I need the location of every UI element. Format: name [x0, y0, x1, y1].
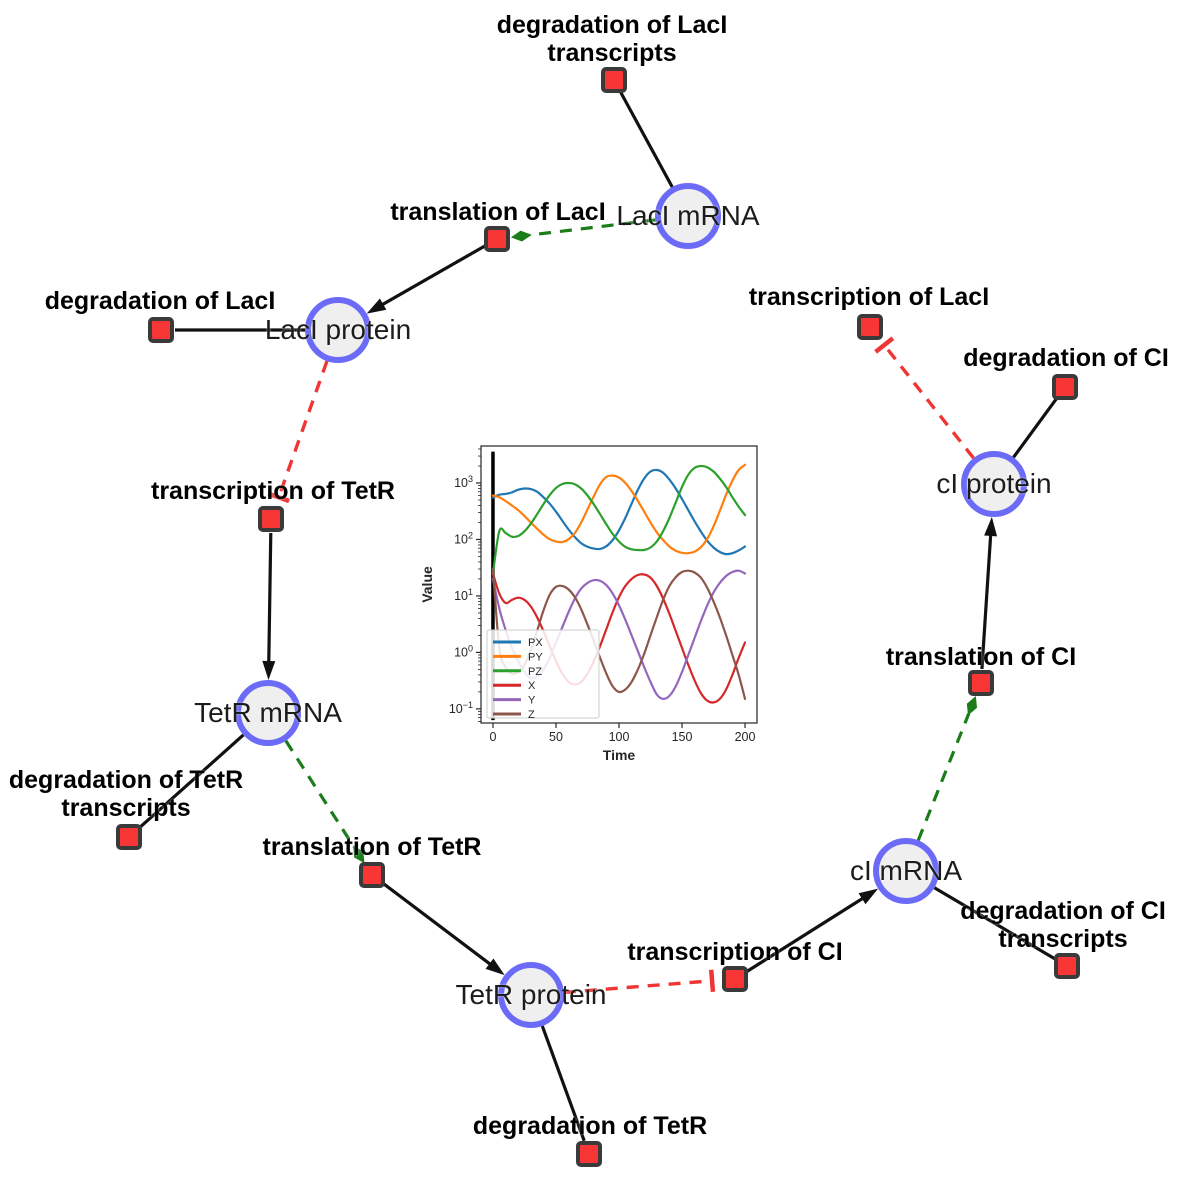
species-label-ci-mrna: cI mRNA [850, 855, 962, 886]
reaction-label-transcription-of-laci: transcription of LacI [749, 283, 989, 311]
reaction-label-line: transcription of CI [627, 937, 843, 966]
reaction-label-degradation-of-ci-transcripts: degradation of CI transcripts [960, 897, 1166, 954]
reaction-label-degradation-of-laci: degradation of LacI [45, 287, 276, 315]
inset-chart: 0 50 100 150 200 103 102 101 100 10−1 Time Value PX P… [419, 445, 758, 763]
species-node-ci-mrna[interactable] [873, 838, 939, 904]
chart-legend-label-X: X [528, 680, 536, 692]
chart-legend-label-Y: Y [528, 695, 536, 707]
reaction-label-line: transcripts [547, 39, 677, 67]
reaction-node-degradation-of-laci[interactable] [148, 317, 174, 343]
reaction-label-degradation-of-ci: degradation of CI [963, 344, 1169, 372]
edge-transcription-of-ci-to-ci-mrna [745, 888, 879, 973]
chart-x-tick-label: 200 [735, 730, 756, 744]
reaction-label-line: degradation of CI [960, 896, 1166, 925]
edge-ci-mrna-to-degradation-of-ci-transcripts [933, 886, 1056, 961]
chart-y-tick-label: 102 [454, 530, 473, 546]
edge-tetr-protein-to-degradation-of-tetr [540, 1025, 586, 1142]
chart-legend-label-PZ: PZ [528, 666, 542, 678]
reaction-label-line: transcripts [998, 925, 1128, 953]
reaction-label-line: degradation of LacI [44, 286, 276, 315]
edge-tetr-mrna-to-translation-of-tetr [284, 739, 365, 864]
chart-legend-label-PX: PX [528, 637, 543, 649]
reaction-label-line: degradation of TetR [8, 765, 244, 794]
reaction-label-line: degradation of LacI [496, 10, 728, 39]
reaction-label-translation-of-laci: translation of LacI [390, 198, 605, 226]
reaction-label-transcription-of-tetr: transcription of TetR [151, 477, 395, 505]
reaction-label-line: translation of LacI [390, 197, 606, 226]
chart-series-PZ [491, 464, 747, 575]
chart-x-tick-label: 0 [489, 730, 496, 744]
reaction-node-transcription-of-laci[interactable] [857, 314, 883, 340]
chart-x-tick-label: 100 [609, 730, 630, 744]
reaction-node-degradation-of-ci-transcripts[interactable] [1054, 953, 1080, 979]
species-label-ci-protein: cI protein [936, 468, 1052, 499]
chart-x-tick-label: 150 [672, 730, 693, 744]
reaction-node-translation-of-tetr[interactable] [359, 862, 385, 888]
reaction-label-line: transcripts [61, 794, 191, 822]
reaction-node-transcription-of-tetr[interactable] [258, 506, 284, 532]
chart-series-PX [491, 468, 747, 556]
species-label-tetr-mrna: TetR mRNA [194, 697, 342, 728]
edge-ci-protein-to-degradation-of-ci [1012, 397, 1059, 459]
reaction-label-degradation-of-tetr: degradation of TetR [473, 1112, 707, 1140]
edge-translation-of-tetr-to-tetr-protein [382, 882, 505, 976]
chart-xlabel: Time [603, 747, 636, 763]
reaction-label-degradation-of-tetr-transcripts: degradation of TetR transcripts [9, 766, 243, 823]
chart-series-PY [491, 463, 747, 555]
reaction-node-translation-of-laci[interactable] [484, 226, 510, 252]
reaction-label-line: translation of CI [885, 642, 1077, 671]
reaction-label-translation-of-ci: translation of CI [886, 643, 1076, 671]
edge-translation-of-laci-to-laci-protein [366, 244, 486, 314]
edge-ci-mrna-to-translation-of-ci [916, 696, 978, 841]
reaction-label-line: transcription of LacI [748, 282, 990, 311]
species-label-laci-mrna: LacI mRNA [616, 200, 760, 231]
reaction-node-degradation-of-laci-transcripts[interactable] [601, 67, 627, 93]
species-label-laci-protein: LacI protein [264, 314, 412, 345]
edge-laci-protein-to-transcription-of-tetr [267, 360, 329, 504]
reaction-node-transcription-of-ci[interactable] [722, 966, 748, 992]
edge-tetr-mrna-to-degradation-of-tetr-transcripts [138, 733, 245, 829]
chart-series-X [491, 572, 747, 704]
reaction-node-degradation-of-tetr[interactable] [576, 1141, 602, 1167]
chart-y-tick-label: 101 [454, 587, 473, 603]
chart-y-tick-label: 100 [454, 643, 473, 659]
species-node-laci-mrna[interactable] [655, 183, 721, 249]
chart-y-tick-label: 103 [454, 474, 473, 490]
chart-ylabel: Value [419, 566, 435, 603]
edge-translation-of-ci-to-ci-protein [980, 516, 998, 670]
species-node-ci-protein[interactable] [961, 451, 1027, 517]
chart-legend-box [486, 629, 600, 719]
edge-transcription-of-tetr-to-tetr-mrna [262, 532, 276, 681]
reaction-label-line: degradation of TetR [472, 1111, 708, 1140]
edge-tetr-protein-to-transcription-of-ci [563, 969, 716, 995]
reaction-label-translation-of-tetr: translation of TetR [263, 833, 482, 861]
reaction-node-degradation-of-ci[interactable] [1052, 374, 1078, 400]
reaction-label-degradation-of-laci-transcripts: degradation of LacI transcripts [497, 11, 728, 68]
species-node-tetr-protein[interactable] [498, 962, 564, 1028]
edge-laci-mrna-to-degradation-of-laci-transcripts [619, 91, 674, 188]
edge-ci-protein-to-transcription-of-laci [874, 336, 975, 460]
chart-x-tick-label: 50 [549, 730, 563, 744]
chart-legend-label-Z: Z [528, 709, 535, 721]
species-node-tetr-mrna[interactable] [235, 680, 301, 746]
chart-y-tick-label: 10−1 [449, 700, 473, 716]
edge-laci-mrna-to-translation-of-laci [510, 218, 656, 242]
reaction-label-line: translation of TetR [262, 832, 482, 861]
reaction-label-transcription-of-ci: transcription of CI [627, 938, 842, 966]
reaction-label-line: transcription of TetR [151, 476, 395, 505]
reaction-node-degradation-of-tetr-transcripts[interactable] [116, 824, 142, 850]
reaction-node-translation-of-ci[interactable] [968, 670, 994, 696]
reaction-label-line: degradation of CI [963, 343, 1169, 372]
chart-legend-label-PY: PY [528, 651, 543, 663]
species-node-laci-protein[interactable] [305, 297, 371, 363]
species-label-tetr-protein: TetR protein [455, 979, 607, 1010]
